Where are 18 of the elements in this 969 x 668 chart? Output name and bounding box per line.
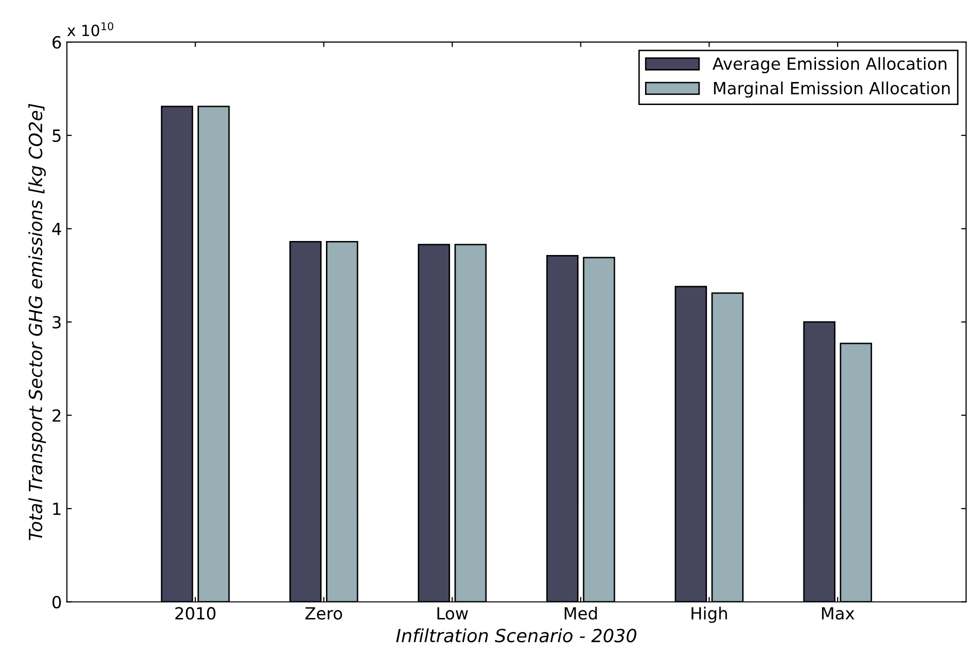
y-tick-label: 1 — [53, 502, 60, 515]
y-tick-label: 6 — [52, 36, 61, 49]
x-tick-label: Low — [437, 607, 468, 620]
x-tick-label: Zero — [305, 607, 342, 620]
x-tick-label: 2010 — [175, 607, 216, 620]
legend-label: Marginal Emission Allocation — [714, 82, 950, 98]
y-tick-label: 2 — [52, 409, 60, 422]
y-axis-title: Total Transport Sector GHG emissions [kg CO2e] — [28, 104, 46, 540]
x-tick-label: High — [692, 606, 727, 623]
x-tick-label: Max — [822, 607, 854, 620]
y-tick-label: 3 — [52, 316, 61, 329]
x-axis-title: Infiltration Scenario - 2030 — [396, 628, 636, 642]
y-tick-label: 5 — [52, 130, 61, 142]
legend-label: Average Emission Allocation — [712, 57, 946, 74]
x-tick-label: Med — [564, 606, 597, 620]
text: x 10$^{10}$ — [67, 22, 114, 36]
y-tick-label: 0 — [52, 596, 61, 608]
y-tick-label: 4 — [52, 222, 62, 236]
